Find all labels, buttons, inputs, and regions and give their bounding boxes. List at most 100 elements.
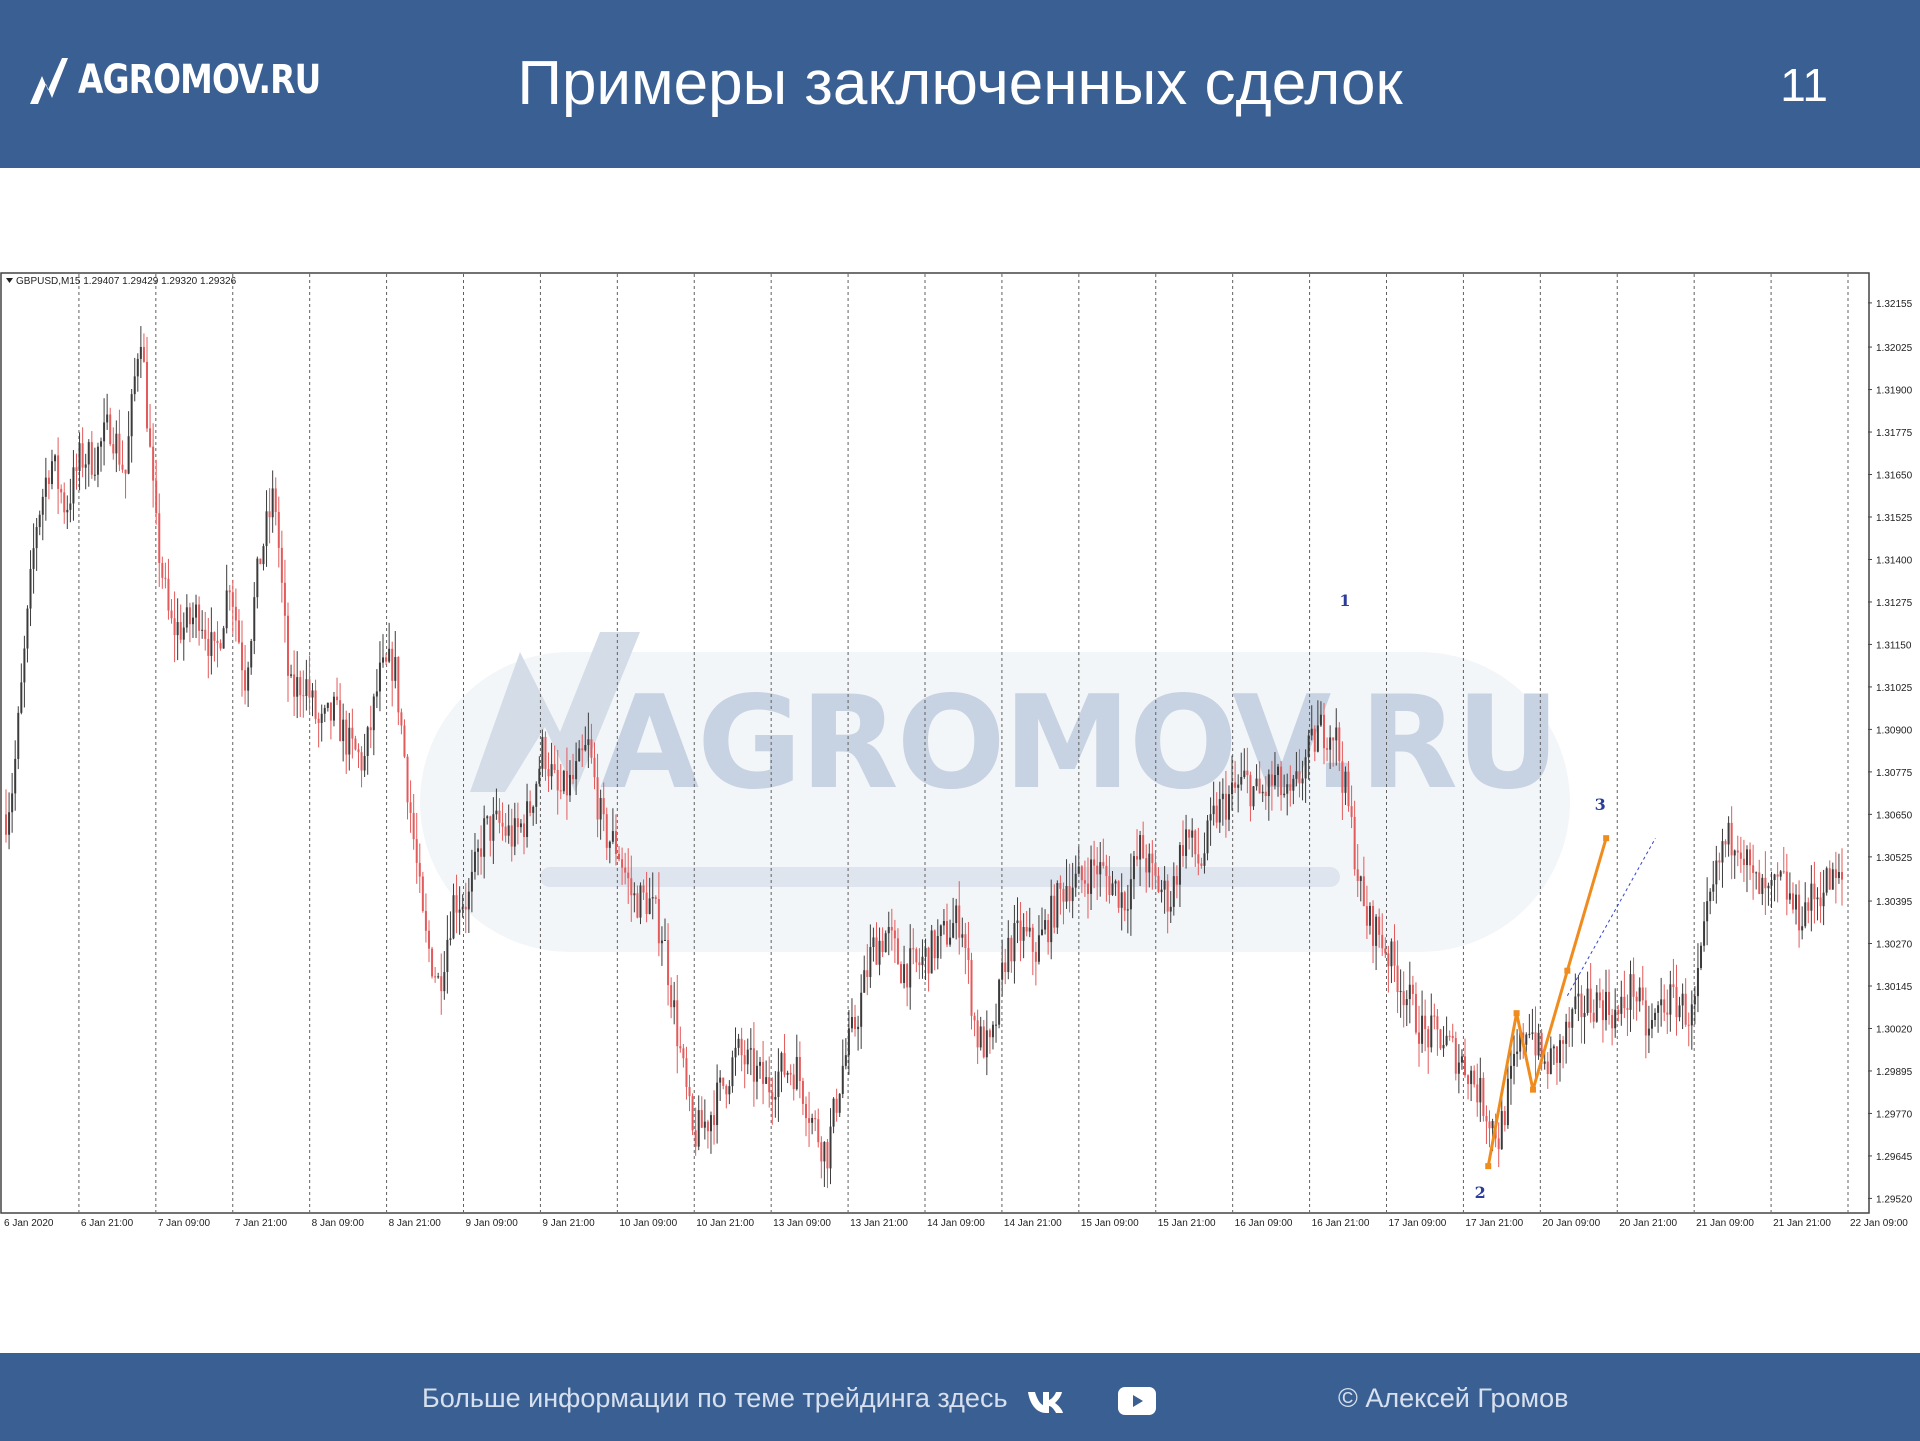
- candle-body: [1834, 869, 1837, 878]
- candles: [5, 326, 1843, 1189]
- candle-body: [700, 1110, 703, 1128]
- candle-body: [1813, 883, 1816, 900]
- candle-body: [1785, 871, 1788, 900]
- candle-body: [256, 558, 259, 598]
- candle-body: [575, 761, 578, 780]
- candle-body: [195, 604, 198, 618]
- candle-body: [1157, 875, 1160, 893]
- candle-body: [219, 642, 222, 649]
- candle-body: [1700, 945, 1703, 968]
- candle-body: [1234, 782, 1237, 788]
- chart-canvas[interactable]: AGROMOV.RU 1.321551.320251.319001.317751…: [0, 272, 1920, 1252]
- candle-body: [716, 1082, 719, 1126]
- candle-body: [725, 1085, 728, 1095]
- candle-body: [1586, 988, 1589, 1013]
- candle-body: [461, 906, 464, 910]
- candle-body: [1399, 991, 1402, 993]
- candle-body: [182, 627, 185, 640]
- y-axis: 1.32155 1.32025 1.31900 1.31775 1.31650 1.315…: [1868, 299, 1913, 1205]
- candle-body: [320, 713, 323, 723]
- candle-body: [336, 696, 339, 701]
- trading-chart[interactable]: AGROMOV.RU 1.32155 1.32025 1.31900 1.31775 1…: [0, 272, 1913, 1229]
- candle-body: [483, 818, 486, 857]
- candle-body: [1457, 1062, 1460, 1074]
- candle-body: [354, 738, 357, 750]
- candle-body: [161, 562, 164, 578]
- candle-body: [1227, 794, 1230, 820]
- candle-body: [1182, 845, 1185, 856]
- youtube-icon[interactable]: [1118, 1387, 1156, 1415]
- candle-body: [323, 707, 326, 714]
- candle-body: [1687, 1024, 1690, 1026]
- candle-body: [1316, 725, 1319, 752]
- candle-body: [820, 1142, 823, 1162]
- y-tick-label: 1.30525: [1876, 853, 1913, 864]
- candle-body: [924, 947, 927, 957]
- candle-body: [1372, 905, 1375, 946]
- candle-body: [1424, 1015, 1427, 1030]
- candle-body: [127, 436, 130, 474]
- candle-body: [201, 629, 204, 631]
- candle-body: [1261, 791, 1264, 794]
- candle-body: [1733, 850, 1736, 856]
- x-tick-label: 21 Jan 09:00: [1696, 1218, 1754, 1229]
- candle-body: [1292, 778, 1295, 791]
- candle-body: [8, 812, 11, 835]
- candle-body: [572, 774, 575, 780]
- candle-body: [878, 940, 881, 965]
- x-tick-label: 10 Jan 21:00: [696, 1218, 754, 1229]
- candle-body: [1819, 897, 1822, 907]
- candle-body: [1430, 1015, 1433, 1048]
- y-tick-label: 1.30900: [1876, 725, 1913, 736]
- candle-body: [1804, 902, 1807, 927]
- candle-body: [247, 667, 250, 691]
- x-tick-label: 20 Jan 09:00: [1542, 1218, 1600, 1229]
- x-tick-label: 13 Jan 21:00: [850, 1218, 908, 1229]
- candle-body: [568, 774, 571, 796]
- candle-body: [1500, 1111, 1503, 1150]
- grid-lines: [78, 274, 1849, 1212]
- candle-body: [896, 938, 899, 965]
- site-logo[interactable]: AGROMOV.RU: [28, 50, 374, 110]
- candle-body: [1258, 778, 1261, 794]
- candle-body: [1739, 852, 1742, 859]
- candle-body: [1724, 841, 1727, 845]
- candle-body: [290, 674, 293, 676]
- candle-body: [1421, 1015, 1424, 1044]
- vk-icon[interactable]: [1026, 1389, 1070, 1415]
- footer-link-text[interactable]: Больше информации по теме трейдинга здес…: [422, 1383, 1008, 1413]
- candle-body: [357, 749, 360, 753]
- candle-body: [1706, 901, 1709, 922]
- candle-body: [890, 927, 893, 931]
- candle-body: [308, 679, 311, 698]
- candle-body: [1663, 999, 1666, 1013]
- x-tick-label: 13 Jan 09:00: [773, 1218, 831, 1229]
- candle-body: [176, 622, 179, 636]
- x-tick-label: 17 Jan 21:00: [1465, 1218, 1523, 1229]
- pattern-vertex: [1530, 1086, 1537, 1093]
- candle-body: [1503, 1111, 1506, 1126]
- candle-body: [1614, 1009, 1617, 1029]
- candle-body: [1074, 873, 1077, 888]
- candle-body: [1203, 853, 1206, 866]
- candle-body: [1528, 1033, 1531, 1035]
- candle-body: [660, 940, 663, 944]
- candle-body: [115, 433, 118, 454]
- candle-body: [1565, 1021, 1568, 1044]
- candle-body: [1065, 885, 1068, 902]
- candle-body: [1669, 984, 1672, 1015]
- candle-body: [1791, 893, 1794, 910]
- candle-body: [1745, 849, 1748, 866]
- candle-body: [1310, 728, 1313, 736]
- y-tick-label: 1.31400: [1876, 555, 1913, 566]
- candle-body: [740, 1038, 743, 1056]
- candle-body: [1709, 891, 1712, 902]
- candle-body: [826, 1141, 829, 1169]
- candle-body: [584, 745, 587, 751]
- candle-body: [106, 414, 109, 423]
- candle-body: [1142, 835, 1145, 859]
- candle-body: [302, 695, 305, 697]
- candle-body: [734, 1047, 737, 1058]
- candle-body: [771, 1092, 774, 1100]
- candle-body: [1022, 927, 1025, 941]
